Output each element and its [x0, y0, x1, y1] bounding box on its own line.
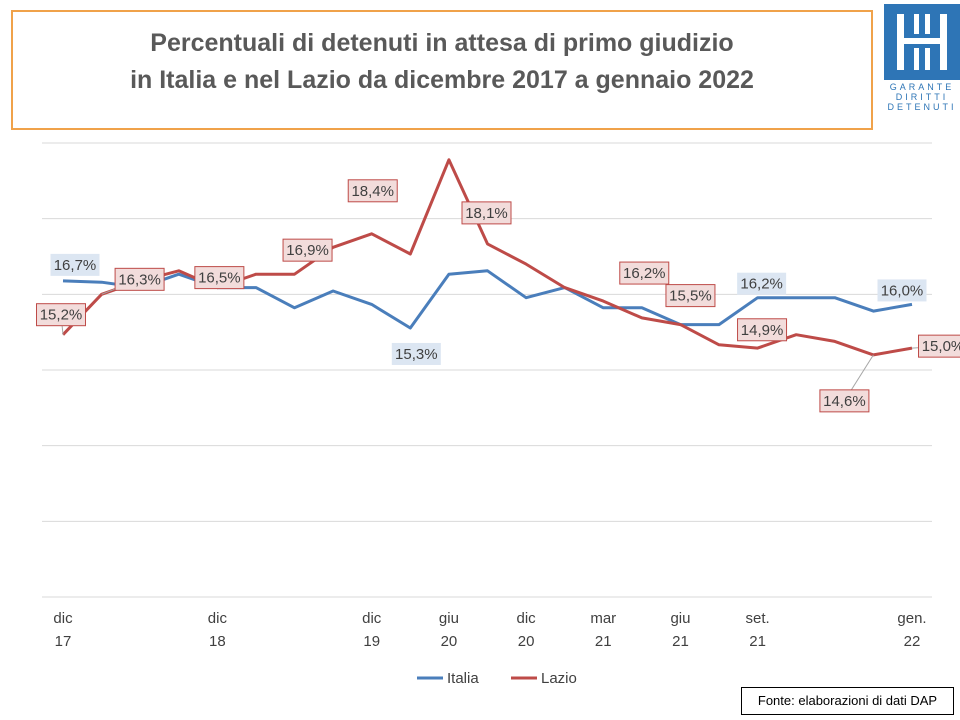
data-label-box: [877, 279, 927, 302]
x-tick-label: dic: [362, 610, 382, 627]
x-tick-label: 22: [904, 633, 921, 650]
x-tick-label: set.: [746, 610, 770, 627]
legend-label-italia: Italia: [447, 670, 479, 687]
logo-h-mark: [897, 14, 947, 70]
data-label-box: [665, 284, 716, 308]
data-label-lazio: 15,2%: [40, 307, 83, 324]
x-tick-label: 20: [518, 633, 535, 650]
chart-series-lines: [61, 158, 913, 357]
data-label-lazio: 18,1%: [465, 205, 508, 222]
logo-word: DETENUTI: [888, 102, 957, 112]
data-label-box: [737, 318, 788, 342]
chart-data-labels: 16,7% 15,3% 16,2% 16,0% 15,2% 16,3% 16,5% 16,9%…: [36, 179, 960, 413]
series-line-italia: [62, 269, 913, 330]
data-label-box: [114, 267, 165, 291]
logo-word: GARANTE: [890, 82, 955, 92]
label-leader-line: [843, 354, 874, 402]
data-label-box: [194, 266, 245, 290]
logo-word: DIRITTI: [896, 92, 949, 102]
chart-label-leaders: [60, 278, 944, 402]
x-tick-label: 17: [55, 633, 72, 650]
data-label-box: [391, 342, 441, 365]
label-leader-line: [60, 314, 64, 335]
data-label-lazio: 16,5%: [198, 270, 241, 287]
chart-title-line-1: Percentuali di detenuti in attesa di pri…: [150, 29, 734, 57]
x-tick-label: giu: [439, 610, 459, 627]
data-label-box: [36, 303, 86, 327]
x-tick-label: 18: [209, 633, 226, 650]
data-label-italia: 15,3%: [395, 346, 438, 363]
data-label-italia: 16,0%: [881, 282, 924, 299]
data-label-box: [819, 389, 870, 413]
data-label-box: [461, 201, 512, 225]
series-line-lazio: [61, 158, 913, 357]
data-label-lazio: 15,5%: [669, 288, 712, 305]
chart-legend: Italia Lazio: [417, 670, 577, 687]
title-box: Percentuali di detenuti in attesa di pri…: [11, 10, 873, 130]
chart-x-ticks: dic 17 dic 18 dic 19 giu 20 dic 20 mar 21 giu 21 set. 2…: [53, 610, 926, 650]
x-tick-label: gen.: [897, 610, 926, 627]
data-label-box: [282, 238, 333, 262]
legend-label-lazio: Lazio: [541, 670, 577, 687]
x-tick-label: 19: [363, 633, 380, 650]
data-label-box: [619, 261, 670, 285]
data-label-box: [50, 253, 100, 276]
data-label-box: [737, 272, 787, 295]
data-label-italia: 16,7%: [54, 257, 97, 274]
x-tick-label: dic: [516, 610, 536, 627]
x-tick-label: dic: [208, 610, 228, 627]
data-label-box: [918, 334, 960, 358]
data-label-lazio: 18,4%: [351, 183, 394, 200]
x-tick-label: dic: [53, 610, 73, 627]
x-tick-label: 20: [441, 633, 458, 650]
label-leader-line: [911, 345, 944, 349]
x-tick-label: giu: [670, 610, 690, 627]
data-label-lazio: 15,0%: [922, 338, 960, 355]
data-label-lazio: 16,2%: [623, 265, 666, 282]
label-leader-line: [101, 278, 140, 295]
data-label-lazio: 16,3%: [118, 271, 161, 288]
data-label-lazio: 14,6%: [823, 393, 866, 410]
data-label-box: [347, 179, 398, 203]
data-label-lazio: 16,9%: [286, 242, 329, 259]
x-tick-label: 21: [672, 633, 689, 650]
data-label-italia: 16,2%: [740, 276, 783, 293]
chart-grid: [42, 142, 932, 598]
source-note: Fonte: elaborazioni di dati DAP: [741, 687, 954, 715]
x-tick-label: 21: [595, 633, 612, 650]
x-tick-label: 21: [749, 633, 766, 650]
x-tick-label: mar: [590, 610, 616, 627]
data-label-lazio: 14,9%: [741, 322, 784, 339]
chart-title-line-2: in Italia e nel Lazio da dicembre 2017 a…: [130, 66, 754, 94]
